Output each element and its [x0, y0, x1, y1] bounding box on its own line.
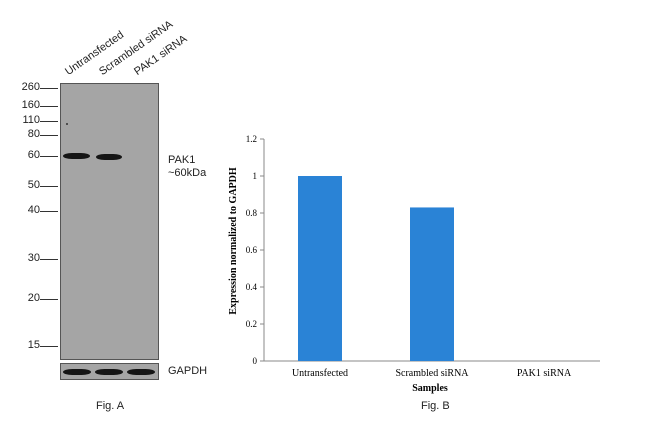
mw-tick: [40, 299, 58, 300]
x-tick-label: Scrambled siRNA: [395, 368, 469, 379]
y-tick-label: 1: [253, 171, 258, 181]
figure-label-a: Fig. A: [96, 400, 125, 412]
y-tick-label: 1.2: [246, 134, 257, 144]
gapdh-band-3: [127, 369, 155, 375]
loading-control-label: GAPDH: [168, 365, 208, 377]
x-tick-label: Untransfected: [292, 368, 348, 379]
mw-marker-20: 20: [27, 292, 40, 304]
speck: [66, 123, 68, 125]
y-tick-label: 0.2: [246, 319, 257, 329]
bar-scrambled-sirna: [410, 207, 454, 361]
x-axis-label: Samples: [412, 383, 448, 394]
band-scrambled: [96, 154, 122, 160]
gapdh-band-1: [63, 369, 91, 375]
y-tick-label: 0.8: [246, 208, 258, 218]
mw-marker-30: 30: [27, 252, 40, 264]
western-blot-panel: [60, 83, 159, 360]
mw-tick: [40, 88, 58, 89]
y-axis-label: Expression normalized to GAPDH: [228, 167, 239, 315]
mw-tick: [40, 259, 58, 260]
mw-tick: [40, 106, 58, 107]
target-size: ~60kDa: [168, 167, 207, 179]
bars: [298, 176, 454, 361]
y-tick-label: 0: [253, 356, 258, 366]
target-name: PAK1: [168, 154, 196, 166]
mw-tick: [40, 135, 58, 136]
gapdh-band-2: [95, 369, 123, 375]
mw-marker-160: 160: [21, 99, 40, 111]
band-untransfected: [63, 153, 90, 159]
mw-tick: [40, 211, 58, 212]
bar-chart: 0 0.2 0.4 0.6 0.8 1 1.2 Untransfected Scrambled…: [228, 134, 600, 394]
x-tick-label: PAK1 siRNA: [517, 368, 572, 379]
gapdh-blot-panel: [60, 363, 159, 380]
mw-marker-50: 50: [27, 179, 40, 191]
mw-marker-80: 80: [27, 128, 40, 140]
y-tick-label: 0.6: [246, 245, 258, 255]
mw-tick: [40, 346, 58, 347]
target-label: PAK1 ~60kDa: [168, 154, 206, 180]
mw-tick: [40, 186, 58, 187]
mw-marker-110: 110: [22, 114, 40, 126]
y-tick-label: 0.4: [246, 282, 258, 292]
mw-marker-40: 40: [27, 204, 40, 216]
mw-marker-260: 260: [21, 81, 40, 93]
mw-marker-15: 15: [27, 339, 40, 351]
x-tick-labels: Untransfected Scrambled siRNA PAK1 siRNA: [292, 368, 572, 379]
mw-tick: [40, 121, 58, 122]
figure-label-b: Fig. B: [421, 400, 450, 412]
bar-untransfected: [298, 176, 342, 361]
mw-tick: [40, 156, 58, 157]
mw-marker-60: 60: [27, 149, 40, 161]
